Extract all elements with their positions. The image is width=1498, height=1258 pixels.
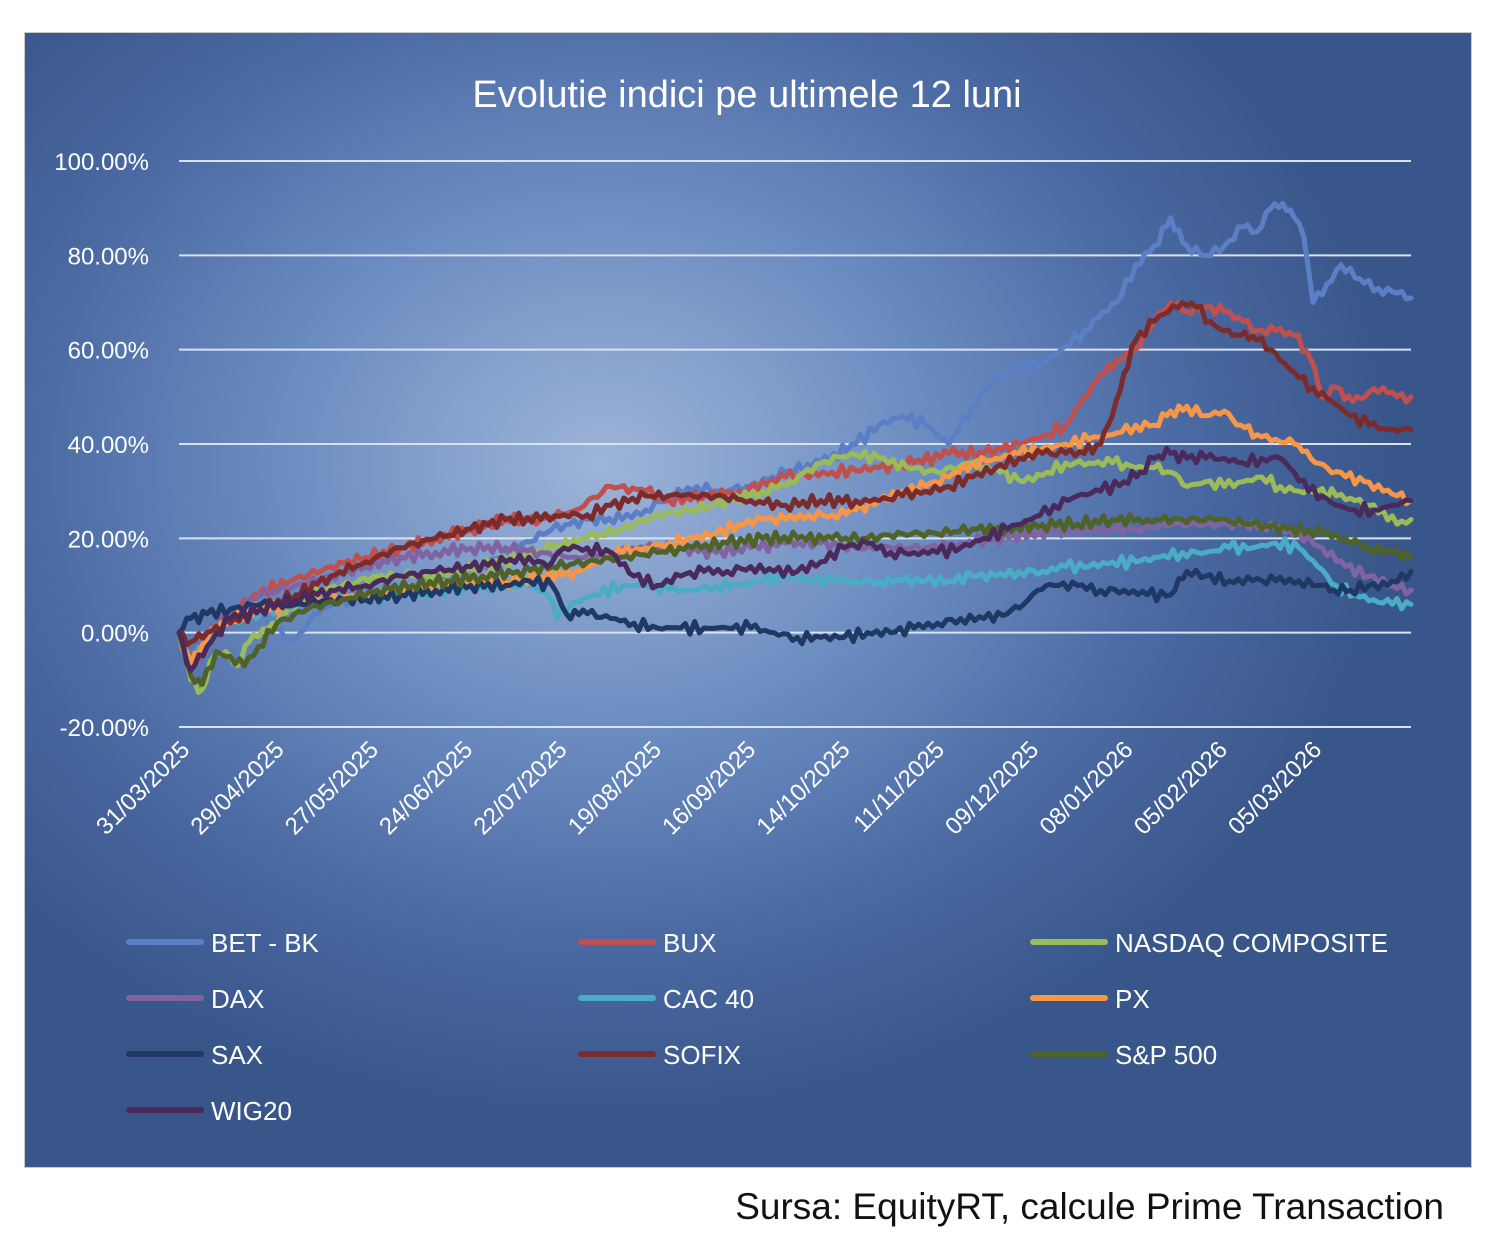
series-lines: [176, 200, 1414, 695]
x-tick-label: 29/04/2025: [186, 736, 290, 840]
legend-label-wig20: WIG20: [211, 1096, 292, 1126]
chart-frame: Evolutie indici pe ultimele 12 luni 100.…: [24, 32, 1472, 1168]
y-tick-label: -20.00%: [60, 715, 149, 742]
legend-label-sax: SAX: [211, 1040, 263, 1070]
legend-label-bet-bk: BET - BK: [211, 928, 320, 958]
legend-label-s-p-500: S&P 500: [1115, 1040, 1217, 1070]
y-axis-ticks: 100.00% 80.00% 60.00% 40.00% 20.00% 0.00% -20.…: [54, 149, 149, 742]
x-tick-label: 16/09/2025: [657, 736, 761, 840]
x-axis-ticks: 31/03/202529/04/202527/05/202524/06/2025…: [91, 736, 1327, 840]
legend-label-nasdaq-composite: NASDAQ COMPOSITE: [1115, 928, 1388, 958]
x-tick-label: 11/11/2025: [848, 736, 950, 838]
y-tick-label: 80.00%: [68, 243, 149, 270]
line-chart: Evolutie indici pe ultimele 12 luni 100.…: [54, 74, 1414, 1126]
x-tick-label: 05/03/2026: [1223, 736, 1327, 840]
x-tick-label: 19/08/2025: [563, 736, 667, 840]
legend-label-cac-40: CAC 40: [663, 984, 754, 1014]
series-line-wig20: [176, 445, 1414, 673]
x-tick-label: 05/02/2026: [1129, 736, 1233, 840]
y-tick-label: 40.00%: [68, 432, 149, 459]
y-tick-label: 0.00%: [81, 621, 149, 648]
x-tick-label: 31/03/2025: [91, 736, 195, 840]
legend-label-bux: BUX: [663, 928, 716, 958]
legend-label-sofix: SOFIX: [663, 1040, 741, 1070]
series-line-bet-bk: [176, 200, 1414, 678]
x-tick-label: 14/10/2025: [752, 736, 856, 840]
y-tick-label: 60.00%: [68, 338, 149, 365]
legend-label-px: PX: [1115, 984, 1150, 1014]
source-note: Sursa: EquityRT, calcule Prime Transacti…: [735, 1186, 1444, 1227]
series-line-sofix: [176, 300, 1414, 648]
series-line-sax: [176, 567, 1414, 647]
y-tick-label: 20.00%: [68, 526, 149, 553]
y-tick-label: 100.00%: [54, 149, 149, 176]
series-line-s-p-500: [176, 512, 1414, 687]
legend-label-dax: DAX: [211, 984, 264, 1014]
x-tick-label: 08/01/2026: [1035, 736, 1139, 840]
chart-title: Evolutie indici pe ultimele 12 luni: [472, 74, 1021, 116]
series-line-nasdaq-composite: [176, 448, 1414, 695]
x-tick-label: 27/05/2025: [280, 736, 384, 840]
x-tick-label: 24/06/2025: [374, 736, 478, 840]
legend: BET - BK BUX NASDAQ COMPOSITE DAX CAC 40 PX SA…: [126, 928, 1388, 1126]
x-tick-label: 09/12/2025: [940, 736, 1044, 840]
x-tick-label: 22/07/2025: [469, 736, 573, 840]
